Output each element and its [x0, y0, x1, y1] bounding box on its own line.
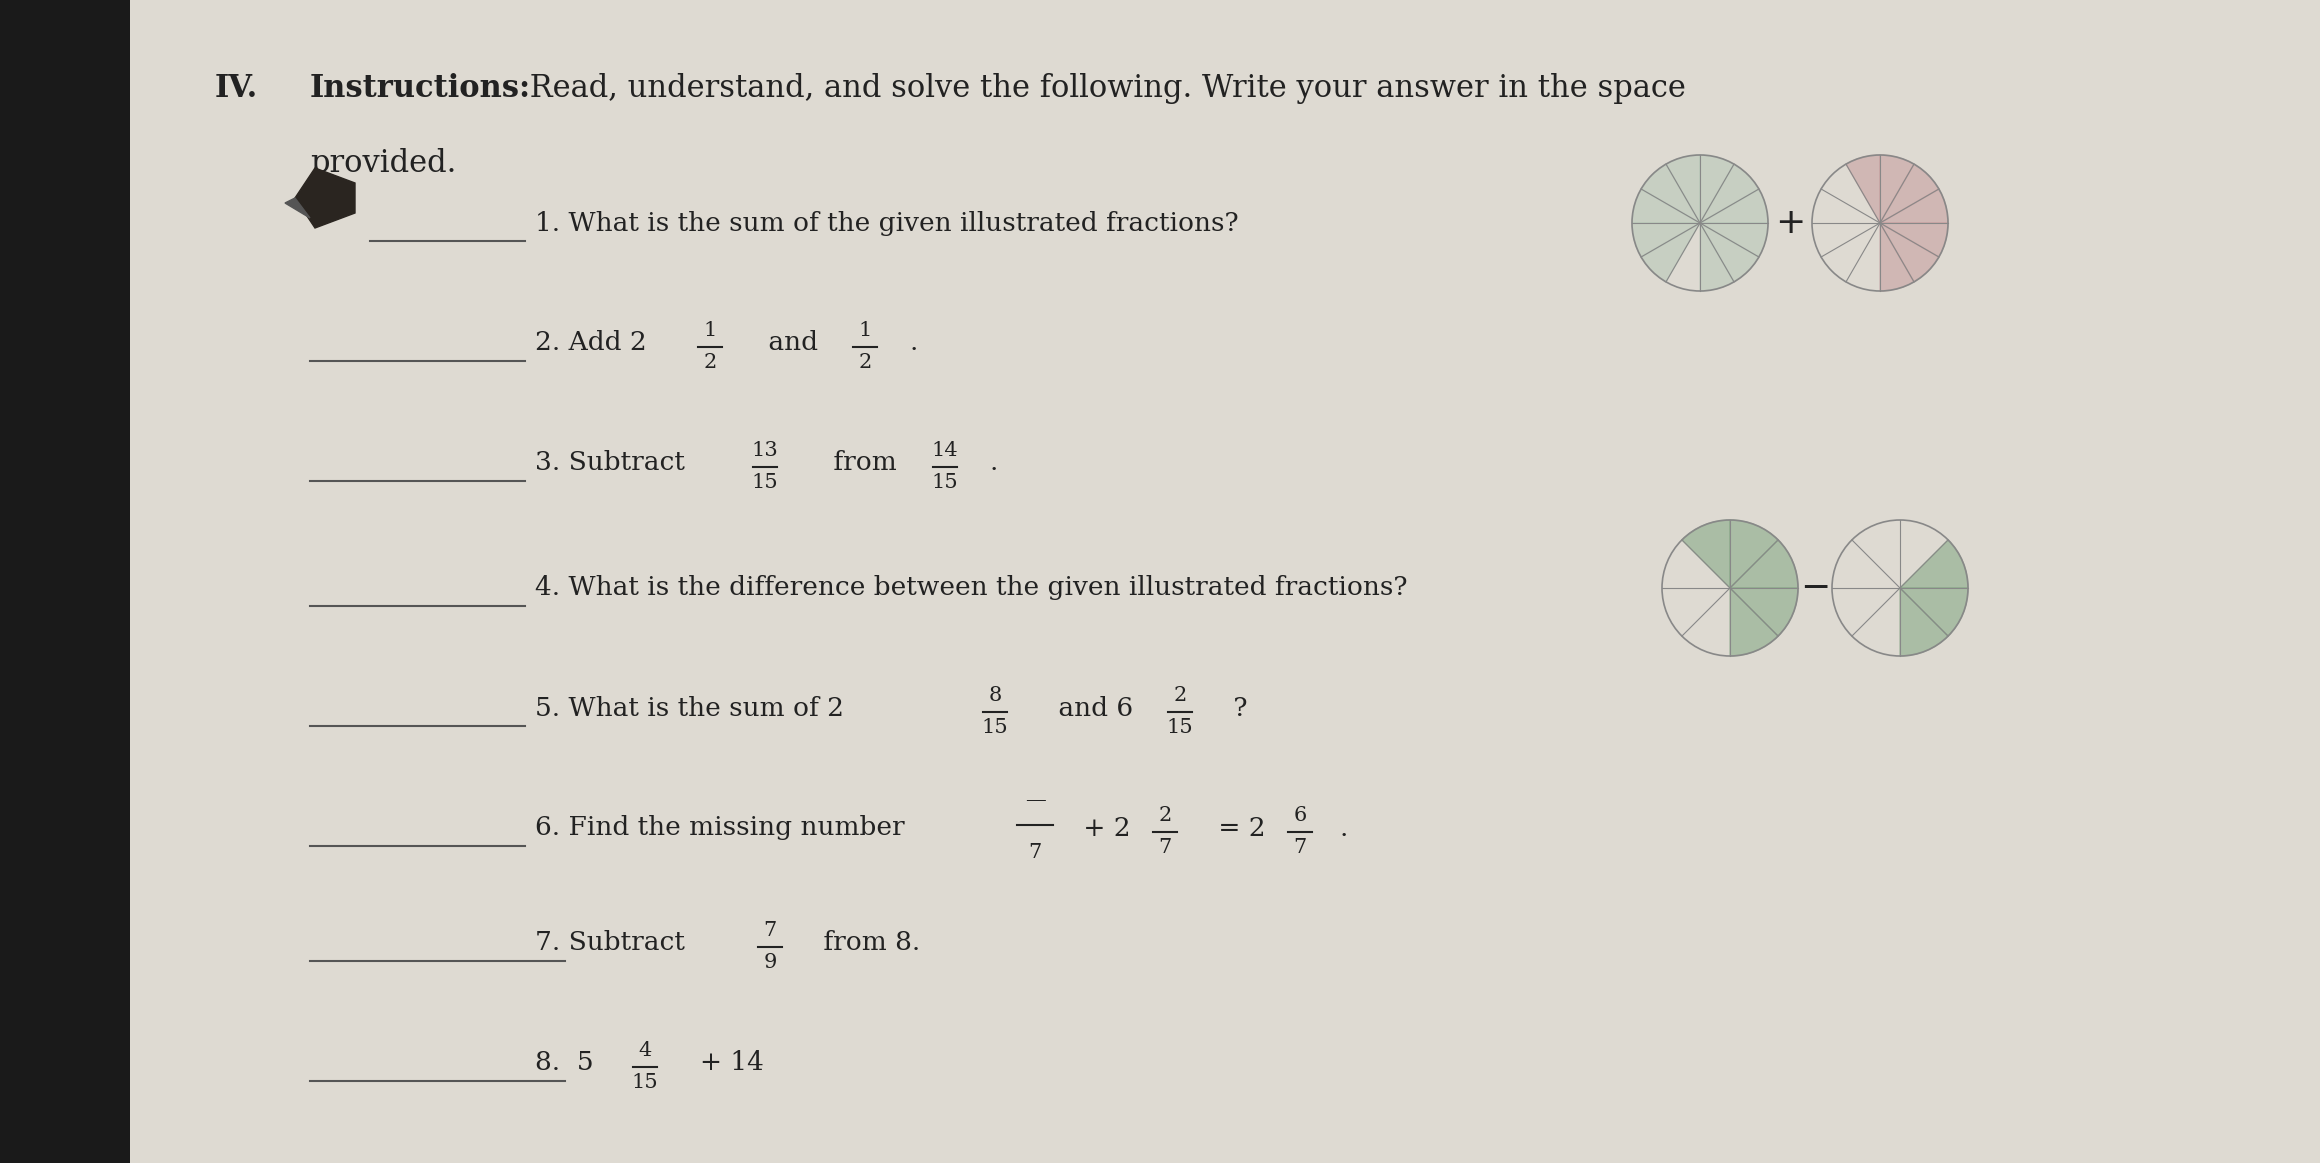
Text: 14: 14 [933, 441, 958, 459]
Text: 8: 8 [988, 686, 1002, 705]
Polygon shape [1640, 164, 1701, 223]
Text: 5. What is the sum of 2: 5. What is the sum of 2 [536, 695, 844, 721]
Text: 4: 4 [638, 1041, 652, 1059]
Text: 6: 6 [1292, 806, 1306, 825]
Text: 2: 2 [1174, 686, 1186, 705]
Polygon shape [1682, 520, 1731, 588]
Polygon shape [1701, 223, 1759, 281]
Polygon shape [1731, 588, 1777, 656]
Text: 2: 2 [703, 354, 717, 372]
Polygon shape [1631, 223, 1701, 257]
Polygon shape [1879, 223, 1940, 281]
Text: 8.  5: 8. 5 [536, 1050, 594, 1076]
Text: Instructions:: Instructions: [311, 73, 531, 104]
Text: and: and [761, 330, 826, 356]
Text: 7: 7 [1028, 843, 1042, 862]
Text: and 6: and 6 [1051, 695, 1132, 721]
Polygon shape [1731, 520, 1777, 588]
Text: —: — [1025, 791, 1046, 809]
Text: .: . [1341, 815, 1348, 841]
Text: 15: 15 [631, 1073, 659, 1092]
Text: from: from [826, 450, 898, 476]
Text: .: . [909, 330, 919, 356]
Polygon shape [1900, 588, 1949, 656]
Text: .: . [991, 450, 998, 476]
Text: 7: 7 [763, 921, 777, 940]
Text: Read, understand, and solve the following. Write your answer in the space: Read, understand, and solve the followin… [520, 73, 1687, 104]
Text: 1: 1 [858, 321, 872, 340]
Text: + 2: + 2 [1074, 815, 1130, 841]
Polygon shape [1900, 588, 1967, 636]
Text: from 8.: from 8. [814, 930, 921, 956]
Polygon shape [1640, 223, 1701, 281]
Text: 4. What is the difference between the given illustrated fractions?: 4. What is the difference between the gi… [536, 576, 1408, 600]
Polygon shape [1666, 155, 1701, 223]
Text: IV.: IV. [216, 73, 258, 104]
Polygon shape [295, 167, 355, 228]
Polygon shape [1879, 223, 1914, 291]
Text: 2: 2 [1158, 806, 1172, 825]
Polygon shape [1631, 190, 1701, 223]
Polygon shape [1701, 190, 1768, 223]
Polygon shape [1701, 223, 1768, 257]
Polygon shape [1847, 155, 1879, 223]
Text: 1: 1 [703, 321, 717, 340]
Text: 2. Add 2: 2. Add 2 [536, 330, 647, 356]
Text: 9: 9 [763, 954, 777, 972]
Polygon shape [1900, 540, 1967, 588]
Polygon shape [1731, 588, 1798, 636]
Text: 15: 15 [933, 473, 958, 492]
Polygon shape [1879, 164, 1940, 223]
Polygon shape [285, 198, 311, 217]
Text: 7: 7 [1292, 839, 1306, 857]
Polygon shape [1879, 190, 1949, 223]
Text: 3. Subtract: 3. Subtract [536, 450, 684, 476]
Text: + 14: + 14 [701, 1050, 763, 1076]
Text: 15: 15 [1167, 719, 1192, 737]
Text: +: + [1775, 206, 1805, 240]
Bar [0, 0, 130, 1163]
Text: 7: 7 [1158, 839, 1172, 857]
Polygon shape [1879, 155, 1914, 223]
Text: −: − [1800, 571, 1830, 605]
Text: 15: 15 [981, 719, 1009, 737]
Text: 1. What is the sum of the given illustrated fractions?: 1. What is the sum of the given illustra… [536, 211, 1239, 235]
Polygon shape [1701, 155, 1733, 223]
Polygon shape [1701, 223, 1733, 291]
Text: 15: 15 [752, 473, 777, 492]
Text: 6. Find the missing number: 6. Find the missing number [536, 815, 914, 841]
Text: ?: ? [1225, 695, 1248, 721]
Polygon shape [1731, 540, 1798, 588]
Text: provided.: provided. [311, 148, 457, 179]
Polygon shape [1879, 223, 1949, 257]
Text: 7. Subtract: 7. Subtract [536, 930, 694, 956]
Text: 2: 2 [858, 354, 872, 372]
Polygon shape [1701, 164, 1759, 223]
Text: 13: 13 [752, 441, 780, 459]
Text: = 2: = 2 [1211, 815, 1267, 841]
